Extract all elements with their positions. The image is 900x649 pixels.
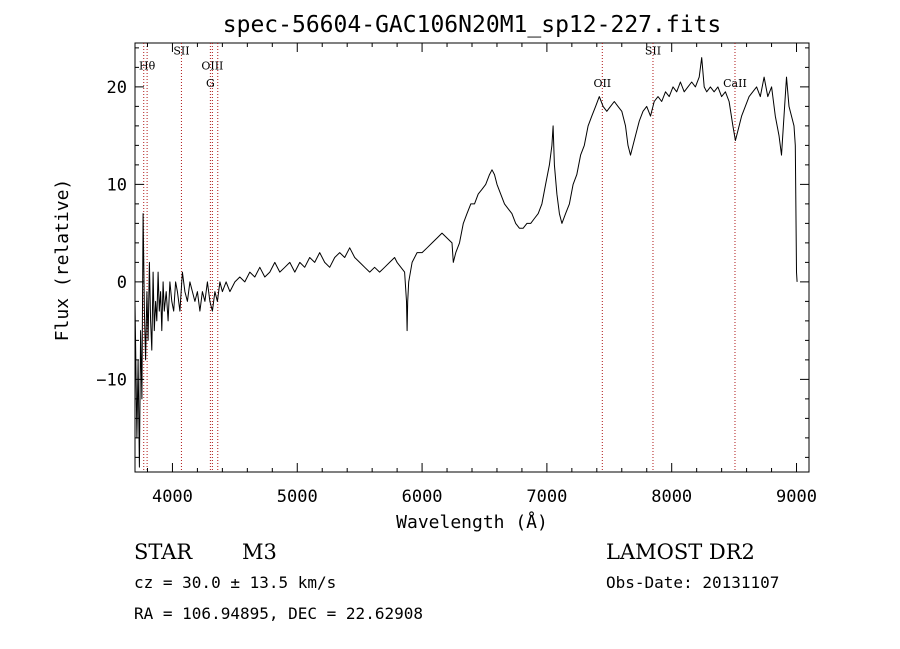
spectrum-line: [134, 57, 798, 468]
obs-date: Obs-Date: 20131107: [606, 573, 779, 592]
redshift-readout: cz = 30.0 ± 13.5 km/s: [134, 573, 336, 592]
spectrum-series: [134, 57, 798, 468]
x-tick-label: 4000: [152, 487, 193, 507]
y-axis-label: Flux (relative): [52, 179, 73, 342]
spectral-line-label: G: [206, 77, 215, 90]
survey-name: LAMOST DR2: [606, 540, 755, 564]
y-tick-label: −10: [96, 370, 127, 390]
x-tick-label: 9000: [776, 487, 817, 507]
y-tick-label: 20: [107, 78, 127, 98]
spectral-lines: Hθ SII OIII G OII SII CaII: [139, 43, 747, 472]
spectral-line-label: SII: [173, 45, 189, 58]
spectral-line-label: Hθ: [139, 59, 156, 72]
spectral-line-label: SII: [645, 45, 661, 58]
x-axis-label: Wavelength (Å): [396, 511, 548, 533]
spectral-line-label: CaII: [723, 77, 747, 90]
y-tick-label: 10: [107, 175, 127, 195]
chart-title: spec-56604-GAC106N20M1_sp12-227.fits: [223, 12, 722, 38]
spectral-line-label: OIII: [201, 59, 223, 72]
spectral-line-label: OII: [593, 77, 611, 90]
x-tick-label: 7000: [526, 487, 567, 507]
coordinates: RA = 106.94895, DEC = 22.62908: [134, 604, 423, 623]
plot-frame: [134, 42, 810, 473]
x-tick-label: 8000: [651, 487, 692, 507]
y-tick-label: 0: [117, 273, 127, 293]
x-tick-label: 6000: [402, 487, 443, 507]
object-class: STAR: [134, 540, 193, 564]
object-subclass: M3: [242, 540, 277, 564]
x-tick-label: 5000: [277, 487, 318, 507]
plot-border: [134, 42, 810, 473]
axis-ticks: 4000 5000 6000 7000 8000 9000 −10 0 10 20: [96, 43, 817, 507]
